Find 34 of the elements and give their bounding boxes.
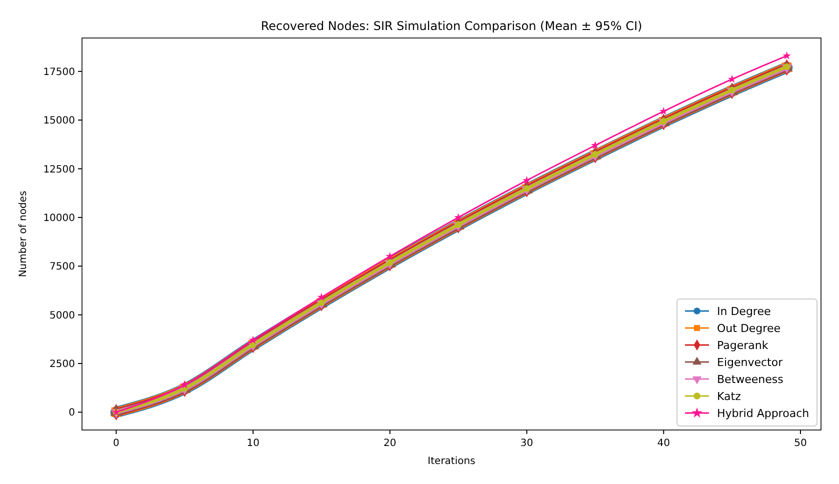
- x-tick-label: 0: [113, 438, 120, 449]
- y-tick-label: 0: [68, 408, 75, 419]
- y-tick-label: 5000: [50, 310, 75, 322]
- legend-label: Eigenvector: [717, 356, 784, 369]
- x-tick-label: 50: [794, 438, 807, 449]
- point: [590, 140, 600, 149]
- legend-label: Out Degree: [717, 322, 781, 335]
- y-tick-label: 10000: [43, 212, 75, 224]
- point: [659, 106, 668, 115]
- x-axis-title: Iterations: [428, 456, 476, 467]
- point: [317, 292, 326, 301]
- x-tick-label: 20: [384, 438, 396, 449]
- x-tick-label: 30: [520, 438, 534, 449]
- legend-label: In Degree: [717, 304, 771, 318]
- legend-label: Katz: [717, 390, 742, 403]
- point: [522, 176, 531, 184]
- x-tick-label: 40: [657, 438, 670, 449]
- legend-label: Betweeness: [717, 372, 784, 386]
- point: [386, 252, 394, 260]
- point: [180, 380, 189, 388]
- y-tick-label: 12500: [43, 164, 75, 176]
- x-tick-label: 10: [246, 438, 260, 449]
- point: [248, 336, 258, 344]
- point: [782, 51, 791, 60]
- legend-label: Pagerank: [717, 338, 769, 352]
- legend-label: Hybrid Approach: [717, 406, 810, 420]
- point: [454, 213, 463, 222]
- y-axis-title: Number of nodes: [18, 190, 29, 278]
- y-tick-label: 7500: [50, 262, 75, 273]
- y-tick-label: 15000: [43, 116, 75, 127]
- chart-title: Recovered Nodes: SIR Simulation Comparison (Mean ± 95% CI): [260, 19, 642, 33]
- y-tick-label: 17500: [43, 66, 75, 78]
- y-tick-label: 2500: [50, 359, 75, 370]
- point: [728, 74, 736, 83]
